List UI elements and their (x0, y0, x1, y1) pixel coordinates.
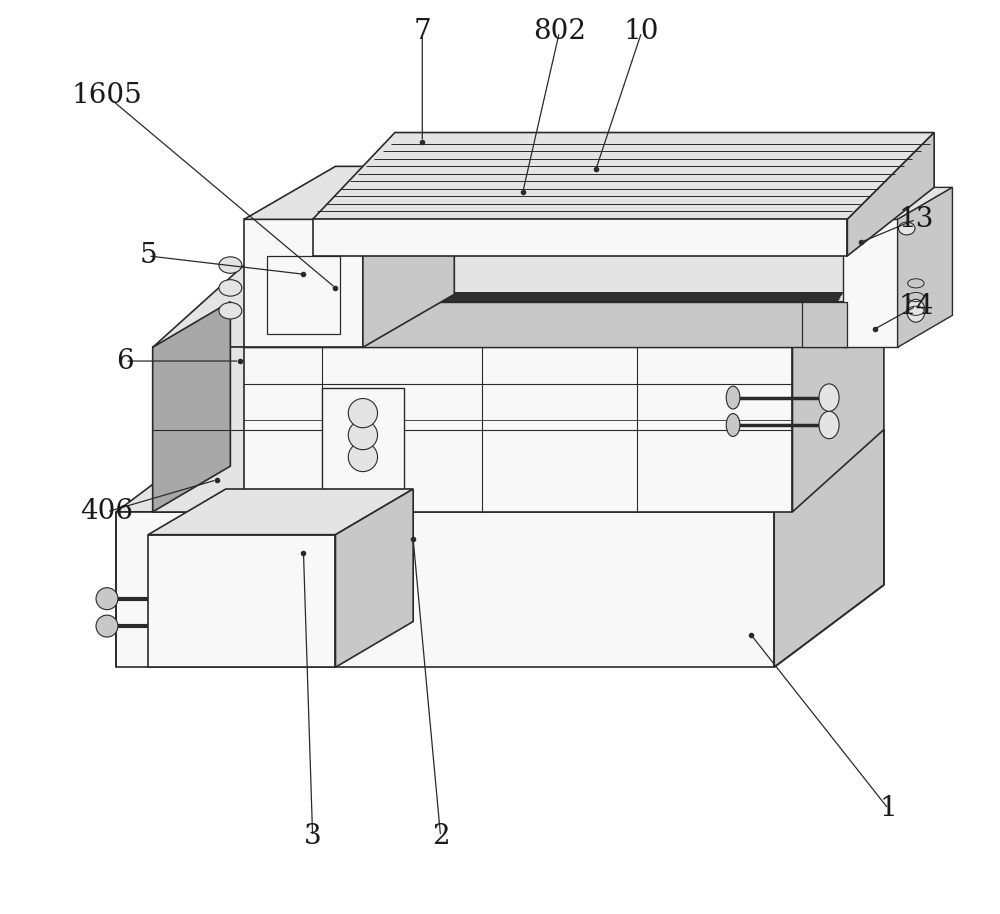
Text: 802: 802 (533, 18, 586, 46)
Polygon shape (244, 219, 363, 347)
Polygon shape (792, 265, 884, 512)
Polygon shape (244, 219, 939, 302)
Polygon shape (313, 133, 934, 219)
Polygon shape (313, 219, 847, 256)
Circle shape (96, 588, 118, 610)
Polygon shape (847, 219, 939, 347)
Polygon shape (244, 302, 847, 347)
Text: 3: 3 (304, 823, 321, 850)
Text: 13: 13 (898, 206, 934, 233)
Polygon shape (802, 302, 847, 347)
Polygon shape (843, 187, 952, 219)
Polygon shape (153, 347, 792, 512)
Circle shape (96, 615, 118, 637)
Ellipse shape (219, 303, 242, 319)
Polygon shape (148, 489, 413, 535)
Ellipse shape (726, 413, 740, 437)
Ellipse shape (819, 411, 839, 439)
Polygon shape (335, 489, 413, 667)
Polygon shape (153, 265, 884, 347)
Text: 14: 14 (898, 292, 934, 320)
Ellipse shape (219, 257, 242, 273)
Text: 7: 7 (413, 18, 431, 46)
Polygon shape (322, 388, 404, 498)
Text: 1605: 1605 (72, 82, 142, 110)
Polygon shape (267, 256, 340, 334)
Circle shape (348, 442, 378, 472)
Ellipse shape (819, 384, 839, 411)
Text: 2: 2 (432, 823, 449, 850)
Polygon shape (244, 166, 454, 219)
Circle shape (348, 399, 378, 428)
Text: 5: 5 (139, 242, 157, 270)
Polygon shape (774, 430, 884, 667)
Text: 6: 6 (116, 347, 134, 375)
Circle shape (348, 420, 378, 450)
Polygon shape (153, 302, 230, 512)
Text: 1: 1 (880, 795, 897, 823)
Ellipse shape (907, 300, 925, 322)
Polygon shape (148, 535, 335, 667)
Polygon shape (898, 187, 952, 347)
Polygon shape (843, 219, 898, 347)
Ellipse shape (219, 280, 242, 296)
Polygon shape (847, 133, 934, 256)
Text: 406: 406 (80, 498, 133, 526)
Polygon shape (116, 512, 774, 667)
Polygon shape (363, 166, 454, 347)
Ellipse shape (899, 222, 915, 235)
Ellipse shape (726, 387, 740, 409)
Text: 10: 10 (624, 18, 659, 46)
Polygon shape (116, 430, 884, 512)
Polygon shape (153, 347, 244, 512)
